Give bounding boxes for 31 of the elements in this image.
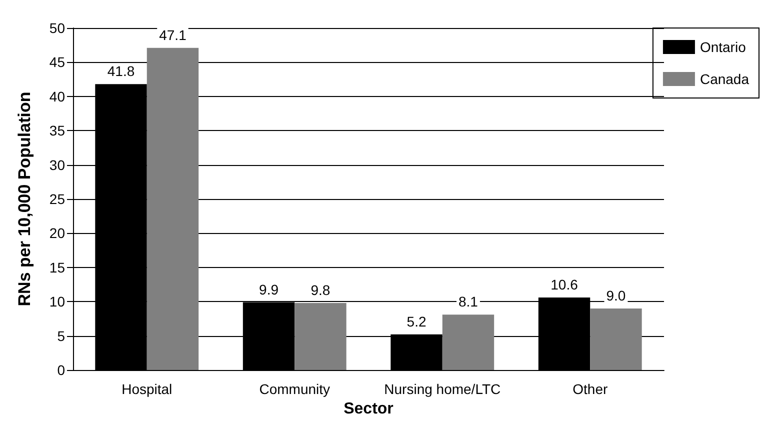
- y-tick-label: 50: [49, 20, 66, 36]
- bar: [146, 48, 199, 370]
- bar: [442, 314, 494, 370]
- data-label: 10.6: [550, 276, 578, 292]
- y-tick-label: 35: [49, 122, 66, 139]
- bar: [590, 308, 642, 370]
- legend-label: Ontario: [700, 39, 746, 55]
- x-axis-title: Sector: [344, 400, 394, 418]
- data-label: 8.1: [458, 294, 478, 310]
- y-tick-label: 20: [49, 225, 66, 242]
- y-tick-label: 45: [49, 54, 66, 70]
- y-tick-label: 40: [49, 88, 66, 104]
- y-tick-label: 25: [49, 191, 66, 207]
- x-tick-label: Nursing home/LTC: [384, 381, 501, 397]
- data-label: 5.2: [406, 313, 426, 330]
- y-tick-label: 5: [57, 328, 66, 344]
- data-label: 9.8: [310, 282, 330, 298]
- bar: [294, 302, 346, 370]
- y-tick-label: 10: [49, 294, 66, 310]
- data-label: 47.1: [159, 26, 187, 43]
- x-tick-label: Community: [259, 381, 330, 397]
- y-tick-label: 30: [49, 156, 66, 173]
- data-label: 41.8: [107, 63, 135, 80]
- data-label: 9.9: [259, 281, 279, 298]
- legend-label: Canada: [700, 71, 750, 87]
- y-axis-title: RNs per 10,000 Population: [15, 92, 34, 306]
- x-tick-label: Other: [572, 381, 608, 397]
- y-tick-label: 15: [49, 259, 66, 276]
- x-tick-label: Hospital: [122, 381, 172, 397]
- y-tick-label: 0: [57, 362, 66, 378]
- data-label: 9.0: [606, 287, 626, 304]
